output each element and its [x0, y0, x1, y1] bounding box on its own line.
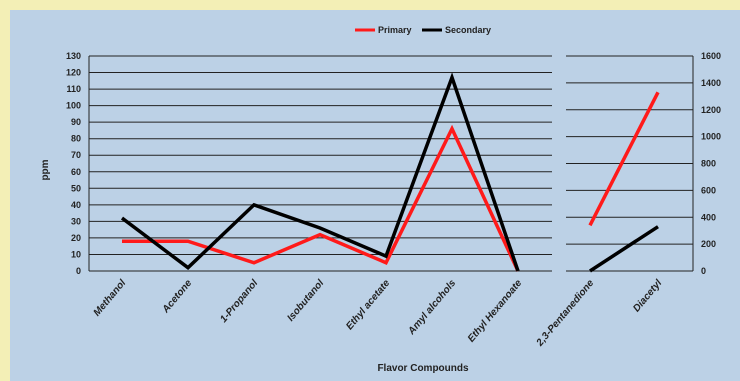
- left-series-primary: [122, 124, 520, 272]
- left-y-tick-label: 30: [71, 216, 81, 226]
- left-y-tick-label: 20: [71, 233, 81, 243]
- right-y-tick-label: 1600: [701, 51, 721, 61]
- left-y-tick-label: 80: [71, 134, 81, 144]
- left-category-label: Ethyl Hexanoate: [466, 278, 525, 345]
- chart-frame: Primary Secondary 0 10 20 30 40 50 60 70 80 90 100…: [10, 10, 740, 381]
- right-y-tick-label: 0: [701, 266, 706, 276]
- legend-label-secondary: Secondary: [445, 25, 491, 35]
- left-category-label: Ethyl acetate: [344, 278, 392, 333]
- right-series-lines: [588, 91, 660, 273]
- left-category-label: Isobutanol: [285, 278, 326, 324]
- left-y-tick-labels: 0 10 20 30 40 50 60 70 80 90 100 110 120 130: [66, 51, 81, 276]
- left-y-tick-label: 120: [66, 68, 81, 78]
- left-category-label: Acetone: [160, 278, 195, 316]
- left-y-tick-label: 70: [71, 150, 81, 160]
- left-y-tick-label: 110: [66, 84, 81, 94]
- legend: Primary Secondary: [355, 25, 491, 35]
- left-y-tick-label: 130: [66, 51, 81, 61]
- legend-label-primary: Primary: [378, 25, 412, 35]
- x-axis-title: Flavor Compounds: [377, 363, 469, 374]
- left-y-tick-label: 100: [66, 101, 81, 111]
- right-series-primary: [588, 91, 660, 227]
- right-gridlines: [566, 55, 694, 272]
- right-category-label: 2,3-Pentanedione: [534, 278, 597, 350]
- left-y-tick-label: 50: [71, 183, 81, 193]
- left-series-secondary: [120, 72, 520, 272]
- left-category-label: 1-Propanol: [218, 278, 260, 325]
- right-series-secondary: [589, 225, 659, 273]
- left-category-labels: Methanol Acetone 1-Propanol Isobutanol Ethyl…: [92, 278, 525, 345]
- left-gridlines: [88, 55, 552, 272]
- right-y-tick-label: 1200: [701, 105, 721, 115]
- left-y-tick-label: 60: [71, 167, 81, 177]
- left-y-tick-label: 90: [71, 117, 81, 127]
- left-y-tick-label: 40: [71, 200, 81, 210]
- right-y-tick-label: 600: [701, 185, 716, 195]
- right-category-labels: 2,3-Pentanedione Diacetyl: [534, 278, 664, 350]
- right-y-tick-label: 1400: [701, 78, 721, 88]
- right-category-label: Diacetyl: [631, 278, 664, 315]
- left-y-tick-label: 0: [76, 266, 81, 276]
- right-y-tick-label: 1000: [701, 132, 721, 142]
- right-y-tick-label: 800: [701, 159, 716, 169]
- right-y-tick-label: 200: [701, 239, 716, 249]
- left-category-label: Methanol: [92, 278, 129, 319]
- chart-svg: Primary Secondary 0 10 20 30 40 50 60 70 80 90 100…: [40, 25, 721, 374]
- left-y-tick-label: 10: [71, 249, 81, 259]
- right-y-tick-label: 400: [701, 212, 716, 222]
- right-y-tick-labels: 0 200 400 600 800 1000 1200 1400 1600: [701, 51, 721, 276]
- left-category-label: Amyl alcohols: [406, 278, 459, 338]
- y-axis-title: ppm: [40, 159, 51, 180]
- left-series-lines: [120, 72, 520, 272]
